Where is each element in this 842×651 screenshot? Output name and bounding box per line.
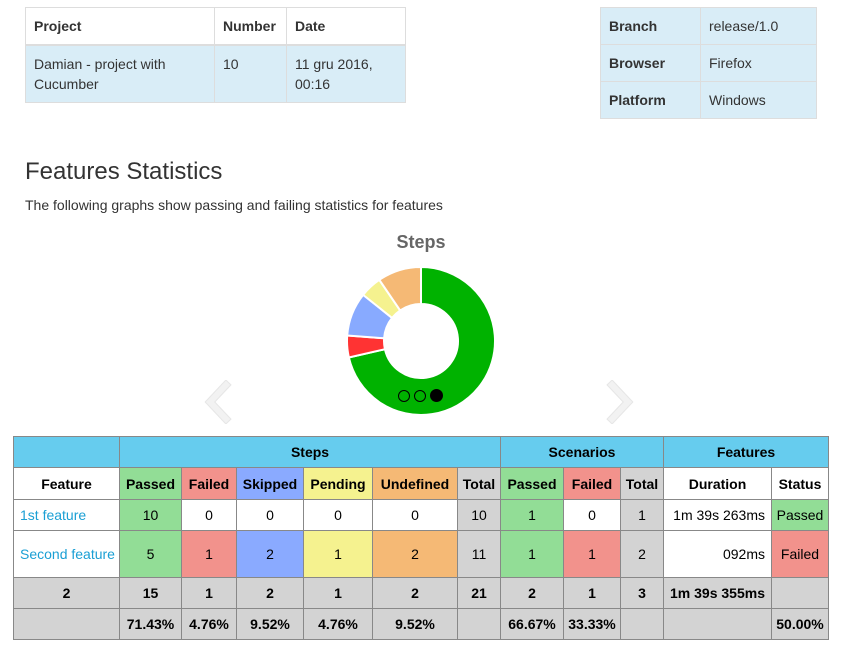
pct-steps-total (457, 608, 501, 640)
totals-row: 2 15 1 2 1 2 21 2 1 3 1m 39s 355ms (13, 577, 829, 609)
pct-scenarios-failed: 33.33% (563, 608, 621, 640)
col-header-scenarios-passed[interactable]: Passed (500, 467, 564, 500)
scenarios-total-cell: 1 (620, 499, 664, 531)
browser-value: Firefox (700, 44, 817, 82)
col-header-status[interactable]: Status (771, 467, 829, 500)
steps-donut-chart (346, 266, 496, 416)
steps-failed-cell: 1 (181, 530, 237, 578)
percentages-row: 71.43% 4.76% 9.52% 4.76% 9.52% 66.67% 33… (13, 608, 829, 640)
duration-cell: 092ms (663, 530, 772, 578)
project-info-table: Project Number Date Damian - project wit… (25, 7, 406, 103)
carousel-next-button[interactable] (602, 379, 638, 425)
total-scenarios-passed: 2 (500, 577, 564, 609)
pct-steps-failed: 4.76% (181, 608, 237, 640)
total-steps-skipped: 2 (236, 577, 304, 609)
group-header-scenarios: Scenarios (500, 436, 664, 468)
steps-pending-cell: 1 (303, 530, 373, 578)
build-number: 10 (214, 44, 287, 103)
build-date: 11 gru 2016, 00:16 (286, 44, 406, 103)
section-description: The following graphs show passing and fa… (25, 197, 443, 213)
date-header: Date (286, 7, 406, 46)
pct-feature (13, 608, 120, 640)
carousel-indicators (398, 389, 443, 402)
steps-skipped-cell: 0 (236, 499, 304, 531)
pct-steps-pending: 4.76% (303, 608, 373, 640)
col-header-steps-undefined[interactable]: Undefined (372, 467, 458, 500)
carousel-prev-button[interactable] (200, 379, 236, 425)
feature-link[interactable]: 1st feature (20, 507, 87, 523)
feature-statistics-table: Steps Scenarios Features Feature Passed … (13, 436, 829, 640)
chart-title: Steps (396, 232, 446, 252)
steps-skipped-cell: 2 (236, 530, 304, 578)
platform-label: Platform (600, 81, 701, 119)
scenarios-passed-cell: 1 (500, 530, 564, 578)
chevron-right-icon (606, 379, 634, 425)
duration-cell: 1m 39s 263ms (663, 499, 772, 531)
col-header-steps-passed[interactable]: Passed (119, 467, 182, 500)
steps-total-cell: 11 (457, 530, 501, 578)
platform-value: Windows (700, 81, 817, 119)
col-header-steps-skipped[interactable]: Skipped (236, 467, 304, 500)
pct-steps-undefined: 9.52% (372, 608, 458, 640)
branch-value: release/1.0 (700, 7, 817, 45)
total-steps-passed: 15 (119, 577, 182, 609)
pct-steps-skipped: 9.52% (236, 608, 304, 640)
group-header-features: Features (663, 436, 829, 468)
total-status (771, 577, 829, 609)
browser-label: Browser (600, 44, 701, 82)
steps-undefined-cell: 0 (372, 499, 458, 531)
steps-passed-cell: 10 (119, 499, 182, 531)
pct-duration (663, 608, 772, 640)
scenarios-passed-cell: 1 (500, 499, 564, 531)
feature-link[interactable]: Second feature (20, 546, 115, 562)
col-header-scenarios-failed[interactable]: Failed (563, 467, 621, 500)
table-row: Second feature 5 1 2 1 2 11 1 1 2 092ms … (13, 530, 829, 578)
total-steps-pending: 1 (303, 577, 373, 609)
total-steps-failed: 1 (181, 577, 237, 609)
steps-failed-cell: 0 (181, 499, 237, 531)
pct-scenarios-total (620, 608, 664, 640)
steps-passed-cell: 5 (119, 530, 182, 578)
col-header-duration[interactable]: Duration (663, 467, 772, 500)
scenarios-failed-cell: 1 (563, 530, 621, 578)
total-scenarios-total: 3 (620, 577, 664, 609)
scenarios-total-cell: 2 (620, 530, 664, 578)
environment-table: Branch release/1.0 Browser Firefox Platf… (600, 7, 817, 119)
project-name: Damian - project with Cucumber (25, 44, 215, 103)
steps-undefined-cell: 2 (372, 530, 458, 578)
col-header-steps-total[interactable]: Total (457, 467, 501, 500)
group-header-steps: Steps (119, 436, 501, 468)
pct-status: 50.00% (771, 608, 829, 640)
total-steps-undefined: 2 (372, 577, 458, 609)
scenarios-failed-cell: 0 (563, 499, 621, 531)
col-header-feature[interactable]: Feature (13, 467, 120, 500)
project-header: Project (25, 7, 215, 46)
status-badge: Passed (771, 499, 829, 531)
donut-slice-undefined[interactable] (377, 266, 422, 312)
col-header-steps-pending[interactable]: Pending (303, 467, 373, 500)
col-header-steps-failed[interactable]: Failed (181, 467, 237, 500)
branch-label: Branch (600, 7, 701, 45)
steps-total-cell: 10 (457, 499, 501, 531)
section-title: Features Statistics (25, 158, 223, 185)
number-header: Number (214, 7, 287, 46)
donut-slice-passed[interactable] (347, 266, 496, 416)
carousel-indicator-2[interactable] (414, 389, 426, 402)
pct-scenarios-passed: 66.67% (500, 608, 564, 640)
total-scenarios-failed: 1 (563, 577, 621, 609)
total-steps-total: 21 (457, 577, 501, 609)
table-row: 1st feature 10 0 0 0 0 10 1 0 1 1m 39s 2… (13, 499, 829, 531)
total-features-cell: 2 (13, 577, 120, 609)
carousel-indicator-3[interactable] (430, 389, 443, 402)
status-badge: Failed (771, 530, 829, 578)
group-header-empty (13, 436, 120, 468)
chevron-left-icon (204, 379, 232, 425)
pct-steps-passed: 71.43% (119, 608, 182, 640)
carousel-indicator-1[interactable] (398, 389, 410, 402)
total-duration: 1m 39s 355ms (663, 577, 772, 609)
steps-pending-cell: 0 (303, 499, 373, 531)
col-header-scenarios-total[interactable]: Total (620, 467, 664, 500)
